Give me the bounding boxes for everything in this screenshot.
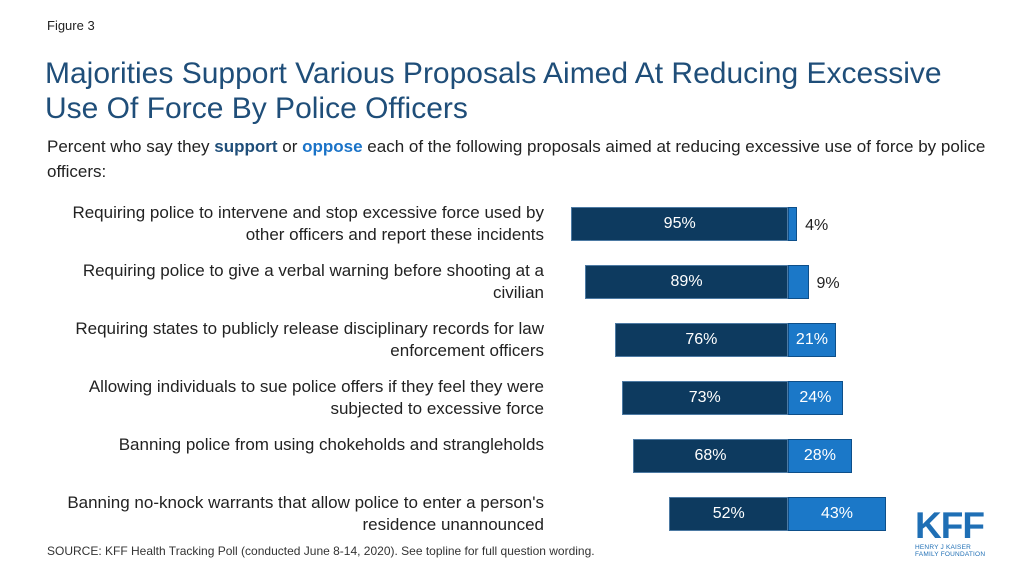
figure-label: Figure 3 (47, 18, 95, 33)
oppose-bar: 28% (788, 439, 852, 473)
oppose-value-label: 24% (799, 389, 832, 406)
source-note: SOURCE: KFF Health Tracking Poll (conduc… (47, 544, 595, 558)
oppose-value-label: 28% (803, 447, 836, 464)
oppose-value-label: 4% (805, 217, 829, 234)
support-value-label: 76% (685, 331, 718, 348)
subtitle-suffix: each of the following proposals aimed at… (47, 137, 986, 181)
category-label: Requiring police to give a verbal warnin… (82, 261, 544, 302)
oppose-value-label: 21% (795, 331, 828, 348)
category-label: Requiring states to publicly release dis… (75, 319, 544, 360)
support-bar: 52% (669, 497, 788, 531)
category-label: Banning no-knock warrants that allow pol… (67, 493, 544, 534)
support-value-label: 95% (663, 215, 696, 232)
support-bar: 89% (585, 265, 788, 299)
oppose-value-label: 9% (816, 275, 840, 292)
oppose-bar: 21% (788, 323, 836, 357)
subtitle-oppose-word: oppose (302, 137, 363, 156)
logo-line-2: FAMILY FOUNDATION (915, 551, 986, 558)
support-value-label: 52% (712, 505, 745, 522)
oppose-bar: 43% (788, 497, 887, 531)
support-value-label: 73% (688, 389, 721, 406)
category-label: Allowing individuals to sue police offer… (88, 377, 544, 418)
chart-title: Majorities Support Various Proposals Aim… (45, 57, 942, 125)
oppose-bar (788, 265, 809, 299)
support-bar: 95% (571, 207, 788, 241)
chart-subtitle: Percent who say they support or oppose e… (47, 134, 997, 184)
oppose-value-label: 43% (821, 505, 854, 522)
logo-line-1: HENRY J KAISER (915, 544, 972, 551)
oppose-bar: 24% (788, 381, 843, 415)
subtitle-middle: or (277, 137, 303, 156)
subtitle-support-word: support (214, 137, 278, 156)
support-bar: 73% (621, 381, 788, 415)
category-label: Banning police from using chokeholds and… (118, 435, 544, 454)
support-value-label: 89% (670, 273, 703, 290)
subtitle-prefix: Percent who say they (47, 137, 215, 156)
support-bar: 76% (614, 323, 788, 357)
support-value-label: 68% (694, 447, 727, 464)
oppose-bar (788, 207, 798, 241)
support-bar: 68% (632, 439, 788, 473)
logo-mark: KFF (915, 505, 985, 546)
category-label: Requiring police to intervene and stop e… (72, 203, 544, 244)
kff-logo: KFF HENRY J KAISER FAMILY FOUNDATION (915, 505, 991, 558)
